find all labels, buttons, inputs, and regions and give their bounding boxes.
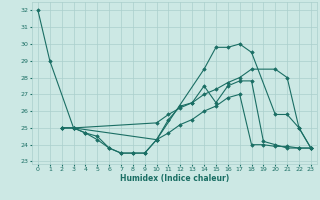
- X-axis label: Humidex (Indice chaleur): Humidex (Indice chaleur): [120, 174, 229, 183]
